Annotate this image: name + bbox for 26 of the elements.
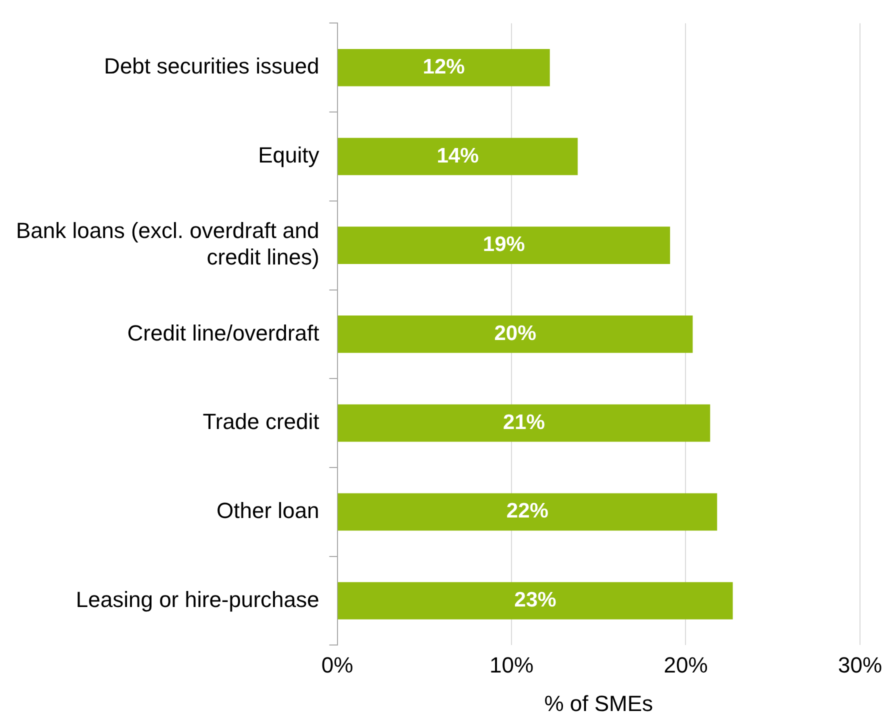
y-tick-label: Debt securities issued xyxy=(104,54,320,79)
x-tick-label: 0% xyxy=(321,652,354,678)
y-tick-label: Trade credit xyxy=(202,409,320,434)
x-tick-label: 10% xyxy=(489,652,534,678)
x-tick-label: 30% xyxy=(838,652,882,678)
data-label: 12% xyxy=(422,55,466,78)
data-label: 23% xyxy=(514,588,557,612)
bar xyxy=(338,138,578,176)
bar xyxy=(338,582,733,620)
data-label: 19% xyxy=(482,233,526,256)
bar xyxy=(338,493,718,531)
bar xyxy=(338,404,710,442)
data-label: 14% xyxy=(436,144,480,168)
data-label: 20% xyxy=(494,322,537,345)
x-axis-title: % of SMEs xyxy=(544,690,654,716)
y-tick-label: Other loan xyxy=(216,498,320,523)
y-tick-label: Bank loans (excl. overdraft and credit lines) xyxy=(16,218,320,270)
bar xyxy=(338,316,693,353)
y-tick-label: Equity xyxy=(258,142,320,168)
data-label: 21% xyxy=(502,410,546,434)
bar xyxy=(338,226,670,264)
data-label: 22% xyxy=(506,500,549,523)
y-tick-label: Credit line/overdraft xyxy=(127,320,320,346)
x-tick-label: 20% xyxy=(664,652,708,678)
bar xyxy=(338,48,550,86)
y-tick-label: Leasing or hire-purchase xyxy=(76,586,320,612)
